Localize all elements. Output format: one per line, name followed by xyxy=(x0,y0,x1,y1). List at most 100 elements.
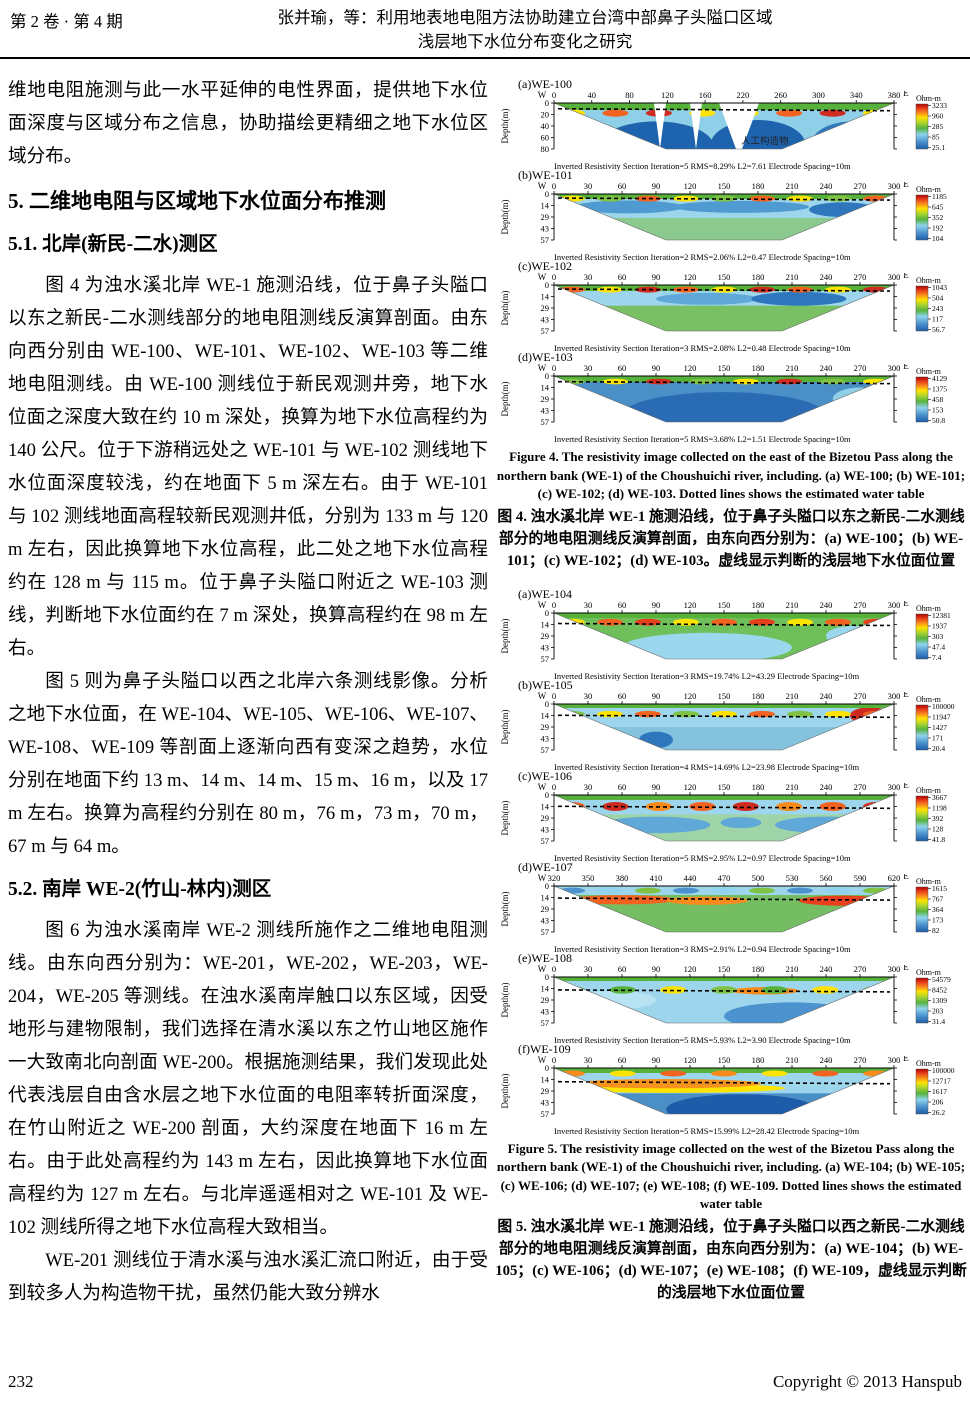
svg-text:14: 14 xyxy=(541,201,550,211)
svg-text:240: 240 xyxy=(820,182,833,191)
figure-4-caption-zh: 图 4. 浊水溪北岸 WE-1 施测沿线，位于鼻子头隘口以东之新民-二水测线部分… xyxy=(497,508,965,569)
section-5-heading: 5. 二维地电阻与区域地下水位面分布推测 xyxy=(8,189,386,213)
svg-text:180: 180 xyxy=(752,965,765,974)
svg-text:20.4: 20.4 xyxy=(932,744,945,753)
svg-text:300: 300 xyxy=(888,364,901,373)
svg-text:0: 0 xyxy=(545,790,549,800)
svg-text:14: 14 xyxy=(541,619,550,629)
panel-footer-text: Inverted Resistivity Section Iteration=5… xyxy=(554,852,851,863)
svg-text:0: 0 xyxy=(552,783,556,792)
svg-text:0: 0 xyxy=(552,91,556,100)
figure-4-caption-en: Figure 4. The resistivity image collecte… xyxy=(496,449,966,501)
svg-text:43: 43 xyxy=(541,1006,550,1016)
svg-text:240: 240 xyxy=(820,965,833,974)
svg-text:30: 30 xyxy=(584,965,593,974)
svg-text:285: 285 xyxy=(932,122,944,131)
svg-text:210: 210 xyxy=(786,783,799,792)
svg-text:0: 0 xyxy=(545,280,549,290)
panel-annotation: 人工构造物 xyxy=(741,135,789,147)
section-5-2-heading: 5.2. 南岸 WE-2(竹山‐林内)测区 xyxy=(8,879,272,900)
svg-text:180: 180 xyxy=(752,364,765,373)
svg-text:30: 30 xyxy=(584,182,593,191)
svg-text:Depth(m): Depth(m) xyxy=(500,800,510,835)
svg-text:171: 171 xyxy=(932,733,944,742)
svg-text:220: 220 xyxy=(737,91,750,100)
svg-text:1937: 1937 xyxy=(932,621,947,630)
svg-text:1617: 1617 xyxy=(932,1087,947,1096)
svg-text:210: 210 xyxy=(786,364,799,373)
svg-text:Ohm-m: Ohm-m xyxy=(916,877,942,886)
panel-label: (b)WE-105 xyxy=(518,677,573,692)
svg-text:128: 128 xyxy=(932,824,944,833)
svg-text:180: 180 xyxy=(752,182,765,191)
svg-text:W: W xyxy=(538,1056,547,1065)
svg-text:440: 440 xyxy=(684,874,697,883)
svg-text:Depth(m): Depth(m) xyxy=(500,982,510,1017)
svg-text:270: 270 xyxy=(854,601,867,610)
svg-text:767: 767 xyxy=(932,894,944,903)
svg-text:12717: 12717 xyxy=(932,1076,951,1085)
svg-text:W: W xyxy=(538,182,547,191)
svg-text:300: 300 xyxy=(888,182,901,191)
figure-5-block: (a)WE-104 0 30 60 90 120 150 180 210 240 270 300 W E 0… xyxy=(492,587,970,1304)
section-5-1-heading: 5.1. 北岸(新民‐二水)测区 xyxy=(8,234,218,255)
header-rule xyxy=(0,57,970,59)
svg-text:57: 57 xyxy=(541,326,550,336)
panel-footer-text: Inverted Resistivity Section Iteration=3… xyxy=(554,670,860,681)
svg-text:120: 120 xyxy=(684,1056,697,1065)
svg-text:57: 57 xyxy=(541,836,550,846)
svg-text:W: W xyxy=(538,965,547,974)
svg-text:26.2: 26.2 xyxy=(932,1108,945,1117)
resistivity-panel: (d)WE-107 320 350 380 410 440 470 500 530 560 590 6… xyxy=(492,859,970,953)
resistivity-panel: (c)WE-102 0 30 60 90 120 150 180 210 240 270 300 W E 0… xyxy=(492,260,970,353)
svg-text:30: 30 xyxy=(584,364,593,373)
panel-footer-text: Inverted Resistivity Section Iteration=5… xyxy=(554,1034,851,1045)
svg-text:E: E xyxy=(903,91,909,98)
svg-text:0: 0 xyxy=(552,965,556,974)
svg-text:Ohm-m: Ohm-m xyxy=(916,968,942,977)
panel-label: (d)WE-107 xyxy=(518,859,573,874)
figure-4-panels: (a)WE-100 人工构造物 0 40 80 120 160 220 260 300 340 380… xyxy=(492,78,970,444)
svg-text:30: 30 xyxy=(584,1056,593,1065)
svg-text:20: 20 xyxy=(541,110,550,120)
svg-text:43: 43 xyxy=(541,1097,550,1107)
svg-text:60: 60 xyxy=(618,364,627,373)
svg-text:41.8: 41.8 xyxy=(932,835,945,844)
svg-text:E: E xyxy=(903,601,909,608)
figure-5-caption-zh: 图 5. 浊水溪北岸 WE-1 施测沿线，位于鼻子头隘口以西之新民-二水测线部分… xyxy=(495,1218,967,1301)
svg-text:150: 150 xyxy=(718,364,731,373)
svg-text:3667: 3667 xyxy=(932,793,947,802)
svg-text:120: 120 xyxy=(684,182,697,191)
svg-text:620: 620 xyxy=(888,874,901,883)
svg-text:90: 90 xyxy=(652,273,661,282)
svg-text:1427: 1427 xyxy=(932,723,947,732)
panel-footer-text: Inverted Resistivity Section Iteration=5… xyxy=(554,1125,860,1136)
svg-text:Ohm-m: Ohm-m xyxy=(916,604,942,613)
resistivity-panel: (d)WE-103 0 30 60 90 120 150 180 210 240 270 300 W E 0… xyxy=(492,351,970,444)
svg-text:590: 590 xyxy=(854,874,867,883)
figures-column: (a)WE-100 人工构造物 0 40 80 120 160 220 260 300 340 380… xyxy=(492,78,970,1320)
figure-4-block: (a)WE-100 人工构造物 0 40 80 120 160 220 260 300 340 380… xyxy=(492,78,970,572)
svg-text:W: W xyxy=(538,783,547,792)
svg-text:303: 303 xyxy=(932,632,944,641)
panel-footer-text: Inverted Resistivity Section Iteration=5… xyxy=(554,161,851,171)
svg-text:43: 43 xyxy=(541,642,550,652)
svg-text:Depth(m): Depth(m) xyxy=(500,709,510,744)
svg-text:104: 104 xyxy=(932,234,944,243)
svg-text:240: 240 xyxy=(820,273,833,282)
svg-text:380: 380 xyxy=(888,91,901,100)
svg-text:0: 0 xyxy=(545,972,549,982)
running-head-line1: 张并瑜，等：利用地表地电阻方法协助建立台湾中部鼻子头隘口区域 xyxy=(277,8,773,27)
svg-text:60: 60 xyxy=(618,273,627,282)
svg-text:50.8: 50.8 xyxy=(932,416,945,425)
svg-text:1185: 1185 xyxy=(932,192,947,201)
left-text-column: 维地电阻施测与此一水平延伸的电性界面，提供地下水位面深度与区域分布之信息，协助描… xyxy=(8,74,488,1310)
resistivity-panel: (f)WE-109 0 30 60 90 120 150 180 210 240 270 300 W E 0… xyxy=(492,1042,970,1136)
svg-text:240: 240 xyxy=(820,601,833,610)
svg-text:E: E xyxy=(903,692,909,699)
running-head: 张并瑜，等：利用地表地电阻方法协助建立台湾中部鼻子头隘口区域 浅层地下水位分布变… xyxy=(120,6,930,54)
svg-text:0: 0 xyxy=(545,608,549,618)
